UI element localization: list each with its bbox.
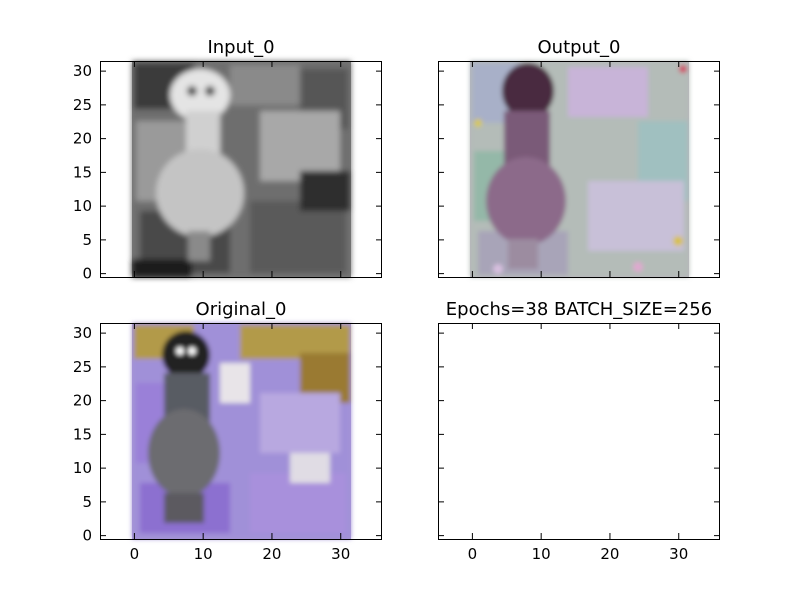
x-ticks bbox=[471, 61, 680, 277]
axes-frame bbox=[438, 323, 720, 540]
subplot-image bbox=[132, 323, 351, 539]
y-ticks bbox=[438, 332, 720, 537]
subplot-output: Output_0 bbox=[438, 37, 720, 278]
y-tick-label: 10 bbox=[73, 459, 92, 477]
subplot-image bbox=[132, 61, 351, 277]
y-tick-label: 15 bbox=[73, 163, 92, 181]
y-ticks: 0 5 10 15 20 25 30 bbox=[73, 324, 382, 545]
y-tick-label: 5 bbox=[82, 493, 92, 511]
y-tick-label: 30 bbox=[73, 324, 92, 342]
axes-frame bbox=[100, 61, 382, 278]
subplot-title: Epochs=38 BATCH_SIZE=256 bbox=[446, 299, 712, 320]
x-ticks: 0 10 20 30 bbox=[130, 323, 350, 563]
y-tick-label: 20 bbox=[73, 130, 92, 148]
y-ticks: 0 5 10 15 20 25 30 bbox=[73, 62, 382, 283]
x-ticks bbox=[133, 61, 342, 277]
x-tick-label: 30 bbox=[669, 545, 688, 563]
y-tick-label: 15 bbox=[73, 425, 92, 443]
y-tick-label: 20 bbox=[73, 392, 92, 410]
y-tick-label: 30 bbox=[73, 62, 92, 80]
x-tick-label: 0 bbox=[130, 545, 140, 563]
y-tick-label: 10 bbox=[73, 197, 92, 215]
y-tick-label: 25 bbox=[73, 358, 92, 376]
axes-frame bbox=[100, 323, 382, 540]
subplot-image bbox=[470, 61, 689, 277]
subplot-title: Input_0 bbox=[207, 37, 274, 58]
x-tick-label: 30 bbox=[331, 545, 350, 563]
subplot-empty: Epochs=38 BATCH_SIZE=256 0 10 20 30 bbox=[438, 299, 720, 563]
y-ticks bbox=[438, 70, 720, 275]
y-tick-label: 0 bbox=[82, 265, 92, 283]
x-tick-label: 20 bbox=[262, 545, 281, 563]
y-tick-label: 25 bbox=[73, 96, 92, 114]
x-tick-label: 20 bbox=[600, 545, 619, 563]
subplot-input: Input_0 051 bbox=[73, 37, 382, 283]
x-tick-label: 10 bbox=[194, 545, 213, 563]
x-tick-label: 10 bbox=[532, 545, 551, 563]
axes-frame bbox=[438, 61, 720, 278]
y-tick-label: 5 bbox=[82, 231, 92, 249]
subplot-title: Output_0 bbox=[538, 37, 621, 58]
y-tick-label: 0 bbox=[82, 527, 92, 545]
subplot-original: Original_0 0 10 20 bbox=[73, 299, 382, 563]
x-tick-label: 0 bbox=[468, 545, 478, 563]
subplot-title: Original_0 bbox=[196, 299, 287, 320]
x-ticks: 0 10 20 30 bbox=[468, 323, 688, 563]
